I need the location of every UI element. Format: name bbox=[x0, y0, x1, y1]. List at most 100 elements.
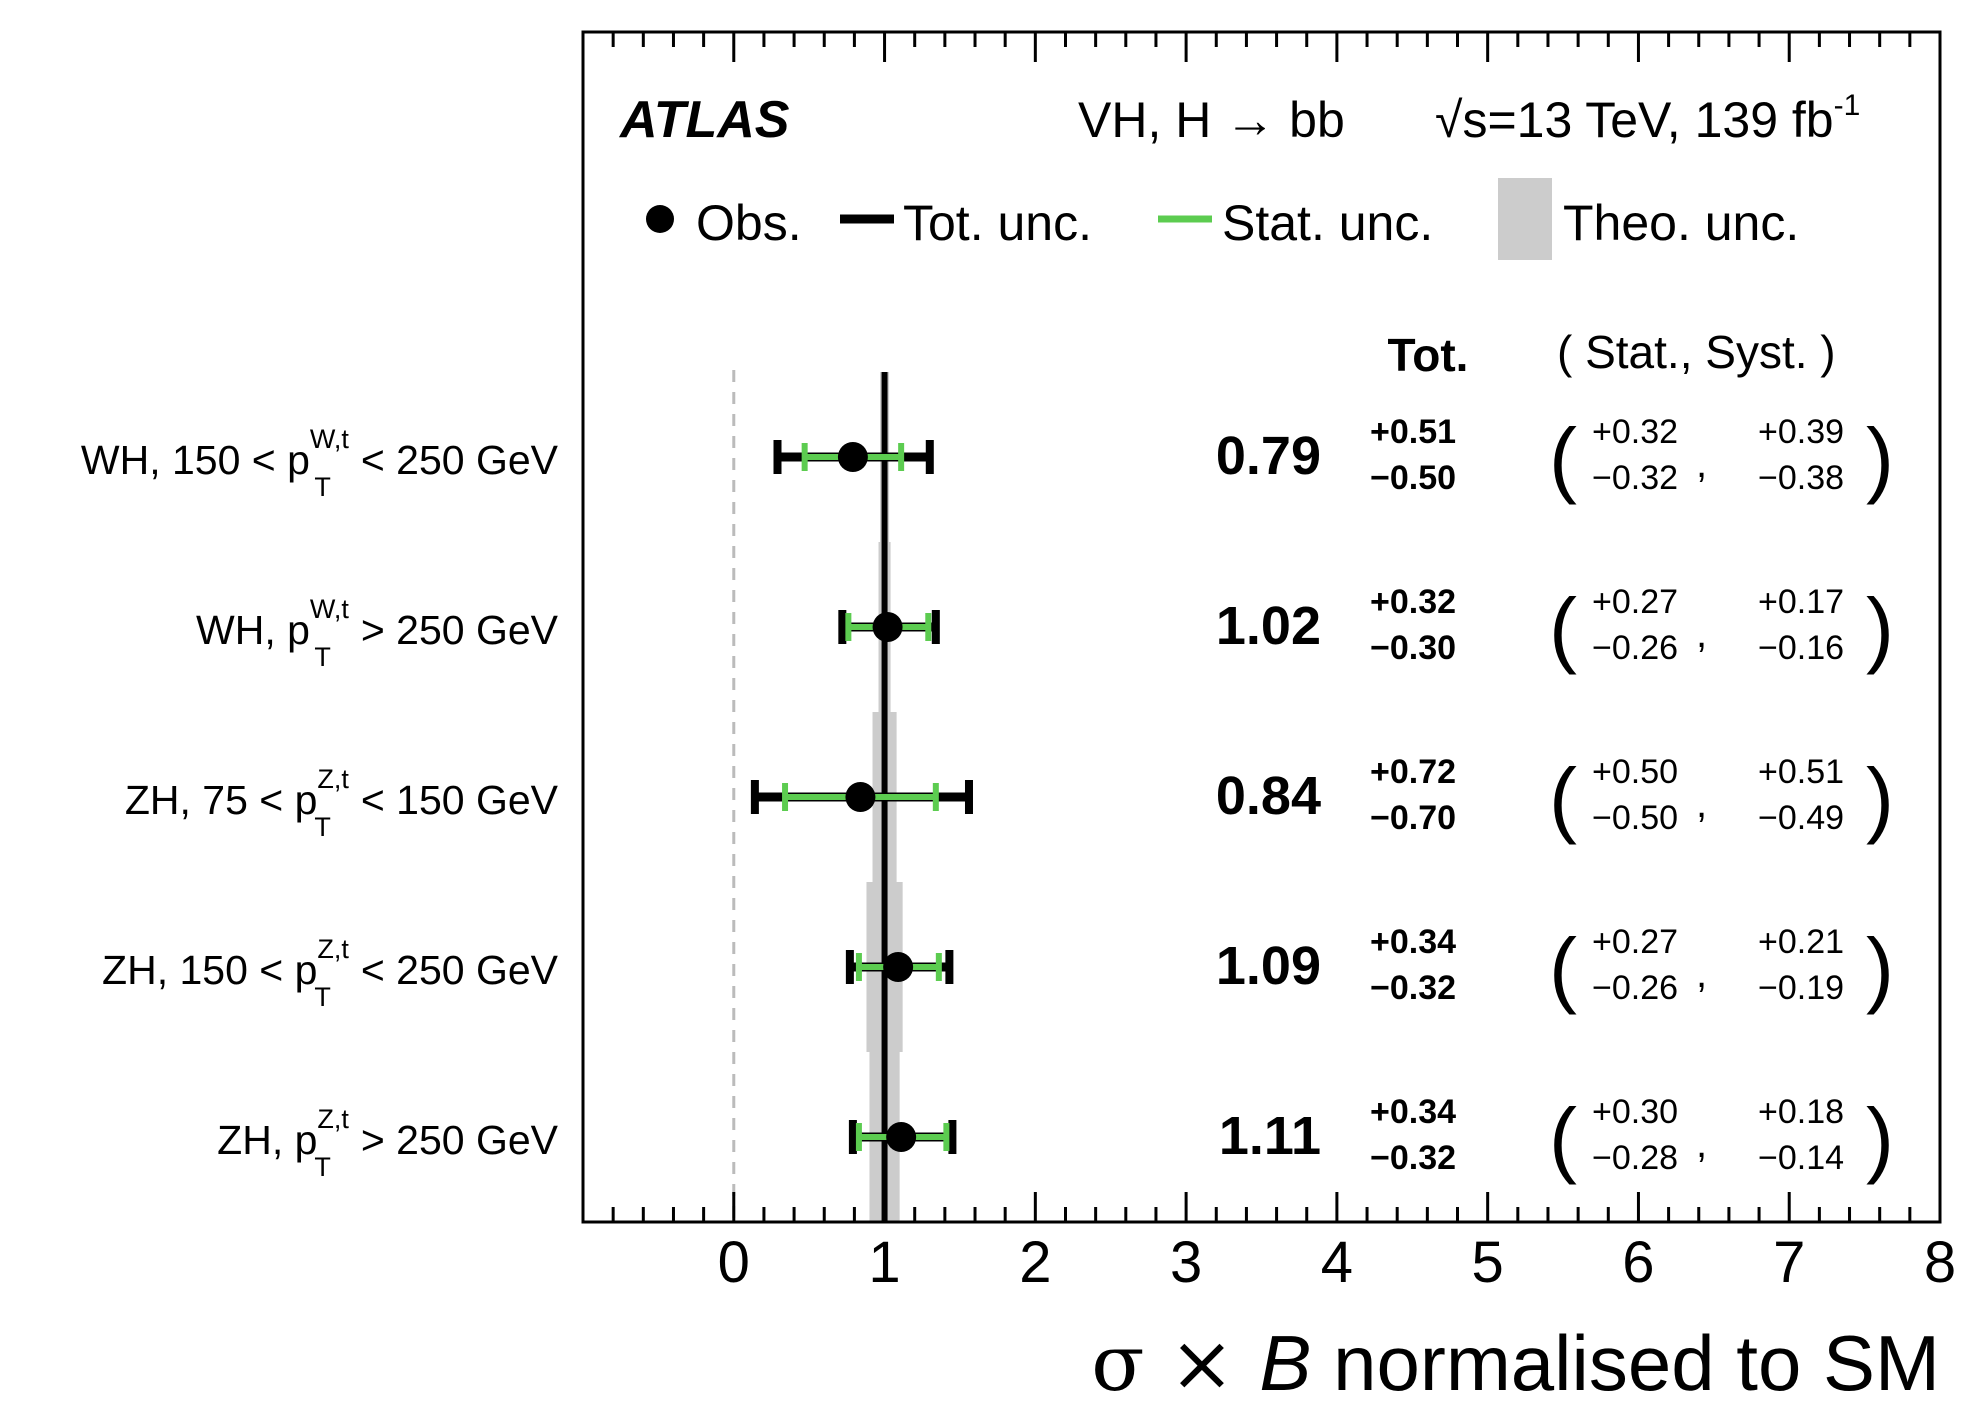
stat-unc-down-0: −0.32 bbox=[1592, 459, 1678, 497]
x-axis-title: σ × B normalised to SM bbox=[1091, 1319, 1940, 1409]
comma-1: , bbox=[1696, 612, 1707, 656]
category-label-pre-4: ZH, p bbox=[217, 1117, 317, 1163]
category-label-pre-0: WH, 150 < p bbox=[81, 437, 310, 483]
paren-open-4: ( bbox=[1549, 1091, 1577, 1185]
category-label-sup-2: Z,t bbox=[317, 764, 349, 794]
error-bars bbox=[750, 440, 973, 1154]
syst-unc-down-0: −0.38 bbox=[1758, 459, 1844, 497]
stat-unc-up-0: +0.32 bbox=[1592, 413, 1678, 451]
legend-tot-label: Tot. unc. bbox=[903, 195, 1092, 251]
stat-unc-down-4: −0.28 bbox=[1592, 1139, 1678, 1177]
value-columns: 0.79 +0.51 −0.50 (+0.32 −0.32 , +0.39 −0.38) 1.0… bbox=[1216, 411, 1894, 1185]
category-label-4: ZH, pZ,t T > 250 GeV bbox=[217, 1104, 558, 1182]
category-label-sub-4: T bbox=[314, 1152, 331, 1182]
x-tick-label-1: 1 bbox=[868, 1230, 900, 1295]
syst-unc-up-3: +0.21 bbox=[1758, 923, 1844, 961]
obs-marker-1 bbox=[872, 612, 903, 642]
stat-unc-up-1: +0.27 bbox=[1592, 583, 1678, 621]
total-unc-down-3: −0.32 bbox=[1370, 969, 1456, 1007]
syst-unc-up-4: +0.18 bbox=[1758, 1093, 1844, 1131]
category-label-pre-2: ZH, 75 < p bbox=[125, 777, 318, 823]
category-label-post-2: < 150 GeV bbox=[349, 777, 558, 823]
obs-marker-2 bbox=[845, 782, 876, 812]
x-tick-label-8: 8 bbox=[1924, 1230, 1956, 1295]
stat-unc-down-1: −0.26 bbox=[1592, 629, 1678, 667]
syst-unc-up-1: +0.17 bbox=[1758, 583, 1844, 621]
lumi-exponent: -1 bbox=[1834, 89, 1861, 122]
paren-close-2: ) bbox=[1866, 751, 1894, 845]
x-axis: 0 1 2 3 4 5 6 7 8 bbox=[581, 32, 1956, 1295]
legend-theo-box bbox=[1498, 178, 1552, 260]
x-axis-title-rest: normalised to SM bbox=[1311, 1319, 1940, 1407]
syst-unc-down-2: −0.49 bbox=[1758, 799, 1844, 837]
legend-stat-label: Stat. unc. bbox=[1222, 195, 1433, 251]
central-value-1: 1.02 bbox=[1216, 596, 1321, 656]
category-label-3: ZH, 150 < pZ,t T < 250 GeV bbox=[102, 934, 559, 1012]
paren-close-0: ) bbox=[1866, 411, 1894, 505]
category-label-1: WH, pW,t T > 250 GeV bbox=[196, 594, 559, 672]
total-unc-down-2: −0.70 bbox=[1370, 799, 1456, 837]
stat-unc-down-2: −0.50 bbox=[1592, 799, 1678, 837]
x-tick-label-4: 4 bbox=[1321, 1230, 1353, 1295]
category-label-sup-3: Z,t bbox=[317, 934, 349, 964]
x-axis-title-b: B bbox=[1259, 1319, 1311, 1407]
total-unc-up-2: +0.72 bbox=[1370, 753, 1456, 791]
paren-open-3: ( bbox=[1549, 921, 1577, 1015]
stat-unc-up-3: +0.27 bbox=[1592, 923, 1678, 961]
stat-unc-down-3: −0.26 bbox=[1592, 969, 1678, 1007]
category-label-post-0: < 250 GeV bbox=[349, 437, 558, 483]
category-label-0: WH, 150 < pW,t T < 250 GeV bbox=[81, 424, 559, 502]
paren-open-1: ( bbox=[1549, 581, 1577, 675]
column-header-stat-syst: ( Stat., Syst. ) bbox=[1557, 326, 1836, 378]
central-value-0: 0.79 bbox=[1216, 426, 1321, 486]
legend-obs-marker bbox=[646, 205, 674, 233]
total-unc-down-1: −0.30 bbox=[1370, 629, 1456, 667]
x-tick-label-0: 0 bbox=[718, 1230, 750, 1295]
paren-close-4: ) bbox=[1866, 1091, 1894, 1185]
comma-0: , bbox=[1696, 442, 1707, 486]
total-unc-down-4: −0.32 bbox=[1370, 1139, 1456, 1177]
paren-open-2: ( bbox=[1549, 751, 1577, 845]
stat-unc-up-2: +0.50 bbox=[1592, 753, 1678, 791]
column-header-tot: Tot. bbox=[1388, 329, 1469, 381]
total-unc-up-4: +0.34 bbox=[1370, 1093, 1456, 1131]
process-label: VH, H → bb bbox=[1078, 92, 1345, 148]
syst-unc-down-3: −0.19 bbox=[1758, 969, 1844, 1007]
comma-4: , bbox=[1696, 1122, 1707, 1166]
x-tick-label-6: 6 bbox=[1622, 1230, 1654, 1295]
category-label-sub-0: T bbox=[314, 472, 331, 502]
category-label-sub-3: T bbox=[314, 982, 331, 1012]
category-label-sup-1: W,t bbox=[310, 594, 349, 624]
central-value-2: 0.84 bbox=[1216, 766, 1321, 826]
paren-close-3: ) bbox=[1866, 921, 1894, 1015]
syst-unc-up-2: +0.51 bbox=[1758, 753, 1844, 791]
category-label-2: ZH, 75 < pZ,t T < 150 GeV bbox=[125, 764, 559, 842]
syst-unc-down-4: −0.14 bbox=[1758, 1139, 1844, 1177]
syst-unc-down-1: −0.16 bbox=[1758, 629, 1844, 667]
category-label-pre-1: WH, p bbox=[196, 607, 310, 653]
x-tick-label-2: 2 bbox=[1019, 1230, 1051, 1295]
total-unc-up-3: +0.34 bbox=[1370, 923, 1456, 961]
legend: Obs. Tot. unc. Stat. unc. Theo. unc. bbox=[646, 178, 1799, 260]
comma-2: , bbox=[1696, 782, 1707, 826]
category-label-sup-4: Z,t bbox=[317, 1104, 349, 1134]
category-label-sub-2: T bbox=[314, 812, 331, 842]
paren-close-1: ) bbox=[1866, 581, 1894, 675]
total-unc-up-0: +0.51 bbox=[1370, 413, 1456, 451]
category-label-post-3: < 250 GeV bbox=[349, 947, 558, 993]
category-label-post-1: > 250 GeV bbox=[349, 607, 558, 653]
category-label-sup-0: W,t bbox=[310, 424, 349, 454]
central-value-4: 1.11 bbox=[1219, 1106, 1321, 1166]
legend-obs-label: Obs. bbox=[696, 195, 802, 251]
x-axis-title-sigma: σ × bbox=[1091, 1319, 1259, 1409]
plot-frame bbox=[581, 30, 1942, 1224]
x-tick-label-7: 7 bbox=[1773, 1230, 1805, 1295]
comma-3: , bbox=[1696, 952, 1707, 996]
obs-marker-3 bbox=[883, 952, 914, 982]
total-unc-up-1: +0.32 bbox=[1370, 583, 1456, 621]
obs-marker-4 bbox=[886, 1122, 917, 1152]
category-label-pre-3: ZH, 150 < p bbox=[102, 947, 317, 993]
x-tick-label-5: 5 bbox=[1472, 1230, 1504, 1295]
